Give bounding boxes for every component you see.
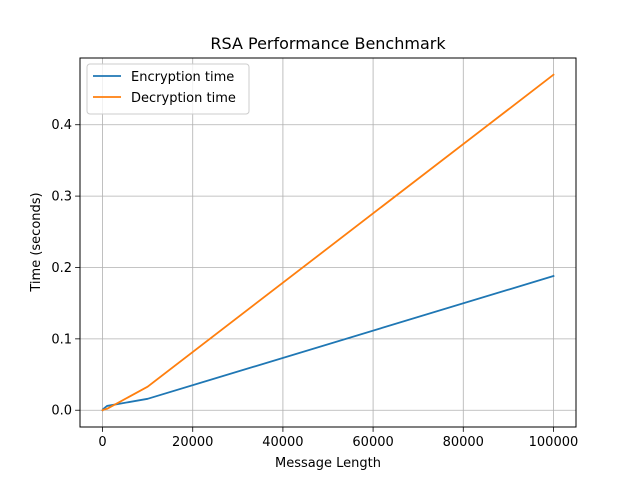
x-tick-label: 20000	[172, 435, 213, 450]
y-tick-label: 0.4	[51, 118, 72, 133]
plot-area	[80, 58, 576, 427]
x-tick-label: 80000	[443, 435, 484, 450]
y-tick-label: 0.2	[51, 261, 72, 276]
series-layer	[101, 73, 555, 412]
legend-label-encryption: Encryption time	[131, 70, 234, 85]
y-axis-title: Time (seconds)	[29, 192, 44, 292]
legend-box	[86, 63, 250, 115]
x-tick-label: 100000	[529, 435, 579, 450]
x-tick-label: 0	[98, 435, 106, 450]
y-tick-label: 0.0	[51, 404, 72, 419]
y-tick-label: 0.3	[51, 190, 72, 205]
plot-frame	[79, 57, 577, 428]
x-tick-label: 40000	[262, 435, 303, 450]
ticks: 0 20000 40000 60000 80000 100000 0.0 0.1 0.2 0.3 0…	[51, 118, 578, 450]
y-tick-label: 0.1	[51, 332, 72, 347]
x-axis-title: Message Length	[275, 456, 381, 471]
series-line-decryption-time	[101, 73, 555, 412]
x-tick-label: 60000	[352, 435, 393, 450]
legend: Encryption time Decryption time	[86, 63, 250, 115]
chart-title: RSA Performance Benchmark	[210, 34, 446, 53]
grid	[80, 58, 576, 427]
legend-label-decryption: Decryption time	[131, 91, 236, 106]
